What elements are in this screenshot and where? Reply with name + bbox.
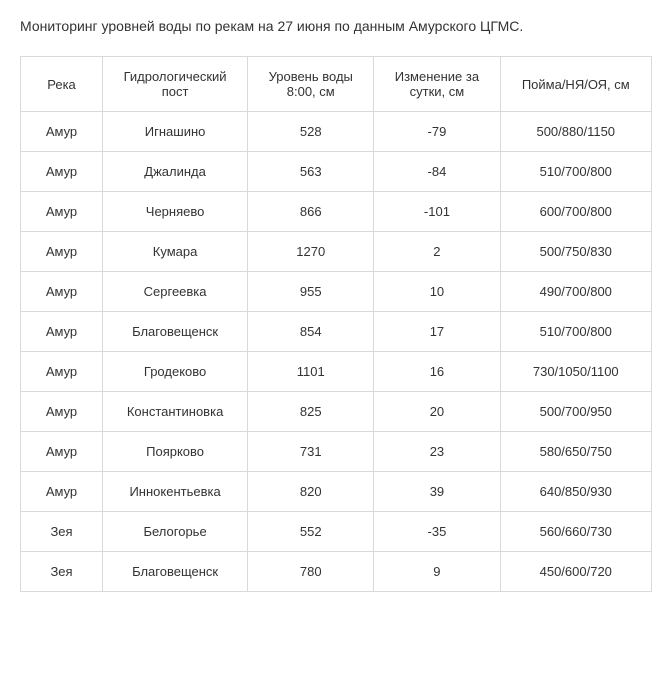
table-cell: 510/700/800 xyxy=(500,312,651,352)
water-levels-table: Река Гидрологический пост Уровень воды 8… xyxy=(20,56,652,592)
table-cell: 500/750/830 xyxy=(500,232,651,272)
table-cell: 20 xyxy=(374,392,500,432)
table-cell: Черняево xyxy=(103,192,248,232)
table-row: ЗеяБелогорье552-35560/660/730 xyxy=(21,512,652,552)
table-header-row: Река Гидрологический пост Уровень воды 8… xyxy=(21,57,652,112)
table-cell: 731 xyxy=(248,432,374,472)
table-cell: 528 xyxy=(248,112,374,152)
table-row: ЗеяБлаговещенск7809450/600/720 xyxy=(21,552,652,592)
table-cell: Амур xyxy=(21,472,103,512)
table-cell: Зея xyxy=(21,512,103,552)
table-cell: 955 xyxy=(248,272,374,312)
table-cell: Амур xyxy=(21,392,103,432)
table-cell: 825 xyxy=(248,392,374,432)
table-cell: Константиновка xyxy=(103,392,248,432)
table-row: АмурДжалинда563-84510/700/800 xyxy=(21,152,652,192)
table-row: АмурСергеевка95510490/700/800 xyxy=(21,272,652,312)
table-cell: 1101 xyxy=(248,352,374,392)
table-cell: -101 xyxy=(374,192,500,232)
table-cell: Благовещенск xyxy=(103,552,248,592)
table-cell: 39 xyxy=(374,472,500,512)
table-cell: 17 xyxy=(374,312,500,352)
table-cell: -79 xyxy=(374,112,500,152)
table-cell: 500/700/950 xyxy=(500,392,651,432)
table-cell: Сергеевка xyxy=(103,272,248,312)
table-cell: Амур xyxy=(21,232,103,272)
table-cell: 552 xyxy=(248,512,374,552)
table-cell: Джалинда xyxy=(103,152,248,192)
table-cell: Амур xyxy=(21,152,103,192)
table-cell: 780 xyxy=(248,552,374,592)
table-row: АмурБлаговещенск85417510/700/800 xyxy=(21,312,652,352)
table-cell: Поярково xyxy=(103,432,248,472)
table-cell: 9 xyxy=(374,552,500,592)
table-cell: 563 xyxy=(248,152,374,192)
table-cell: 16 xyxy=(374,352,500,392)
col-header-thresholds: Пойма/НЯ/ОЯ, см xyxy=(500,57,651,112)
table-cell: -35 xyxy=(374,512,500,552)
table-cell: Амур xyxy=(21,352,103,392)
table-cell: Гродеково xyxy=(103,352,248,392)
table-cell: 510/700/800 xyxy=(500,152,651,192)
table-cell: 820 xyxy=(248,472,374,512)
table-cell: 10 xyxy=(374,272,500,312)
table-cell: 730/1050/1100 xyxy=(500,352,651,392)
col-header-level: Уровень воды 8:00, см xyxy=(248,57,374,112)
table-cell: 560/660/730 xyxy=(500,512,651,552)
table-cell: 640/850/930 xyxy=(500,472,651,512)
table-cell: Кумара xyxy=(103,232,248,272)
table-cell: 866 xyxy=(248,192,374,232)
table-cell: 500/880/1150 xyxy=(500,112,651,152)
table-cell: Амур xyxy=(21,312,103,352)
table-cell: Амур xyxy=(21,272,103,312)
table-cell: Иннокентьевка xyxy=(103,472,248,512)
table-cell: Зея xyxy=(21,552,103,592)
table-cell: Амур xyxy=(21,432,103,472)
table-body: АмурИгнашино528-79500/880/1150АмурДжалин… xyxy=(21,112,652,592)
table-cell: 1270 xyxy=(248,232,374,272)
table-cell: Благовещенск xyxy=(103,312,248,352)
col-header-river: Река xyxy=(21,57,103,112)
table-row: АмурПоярково73123580/650/750 xyxy=(21,432,652,472)
table-cell: 600/700/800 xyxy=(500,192,651,232)
table-cell: 2 xyxy=(374,232,500,272)
table-row: АмурИгнашино528-79500/880/1150 xyxy=(21,112,652,152)
table-cell: 23 xyxy=(374,432,500,472)
table-row: АмурГродеково110116730/1050/1100 xyxy=(21,352,652,392)
table-cell: 450/600/720 xyxy=(500,552,651,592)
page-title: Мониторинг уровней воды по рекам на 27 и… xyxy=(20,18,652,34)
table-cell: 854 xyxy=(248,312,374,352)
table-row: АмурИннокентьевка82039640/850/930 xyxy=(21,472,652,512)
table-row: АмурКонстантиновка82520500/700/950 xyxy=(21,392,652,432)
table-cell: 490/700/800 xyxy=(500,272,651,312)
table-cell: 580/650/750 xyxy=(500,432,651,472)
table-cell: -84 xyxy=(374,152,500,192)
table-cell: Игнашино xyxy=(103,112,248,152)
table-row: АмурКумара12702500/750/830 xyxy=(21,232,652,272)
col-header-change: Изменение за сутки, см xyxy=(374,57,500,112)
table-cell: Амур xyxy=(21,192,103,232)
col-header-post: Гидрологический пост xyxy=(103,57,248,112)
table-cell: Белогорье xyxy=(103,512,248,552)
table-cell: Амур xyxy=(21,112,103,152)
table-row: АмурЧерняево866-101600/700/800 xyxy=(21,192,652,232)
